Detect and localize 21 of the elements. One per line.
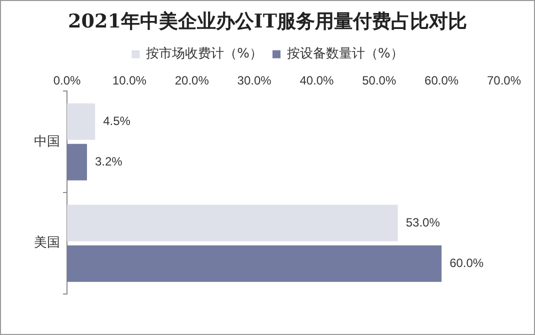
data-label: 3.2% (94, 154, 123, 168)
data-label: 53.0% (406, 215, 440, 230)
data-label: 4.5% (103, 114, 131, 128)
x-tick-label: 0.0% (53, 73, 81, 88)
x-tick-label: 40.0% (300, 73, 334, 88)
bar (67, 103, 96, 140)
x-tick-label: 30.0% (237, 73, 272, 88)
x-tick-label: 70.0% (486, 73, 522, 88)
chart-title: 2021年中美企业办公IT服务用量付费占比对比 (68, 10, 467, 32)
bar (67, 245, 442, 282)
legend-label: 按设备数量计（%） (287, 46, 404, 62)
bar (67, 204, 398, 242)
data-label: 60.0% (450, 256, 484, 270)
x-tick-label: 60.0% (424, 73, 459, 88)
x-tick-label: 10.0% (112, 73, 147, 88)
bar (67, 144, 87, 180)
y-tick-label: 美国 (34, 234, 60, 251)
y-tick-label: 中国 (34, 134, 60, 150)
legend-label: 按市场收费计（%） (146, 46, 263, 62)
x-tick-label: 20.0% (174, 73, 210, 88)
x-tick-label: 50.0% (362, 73, 396, 88)
